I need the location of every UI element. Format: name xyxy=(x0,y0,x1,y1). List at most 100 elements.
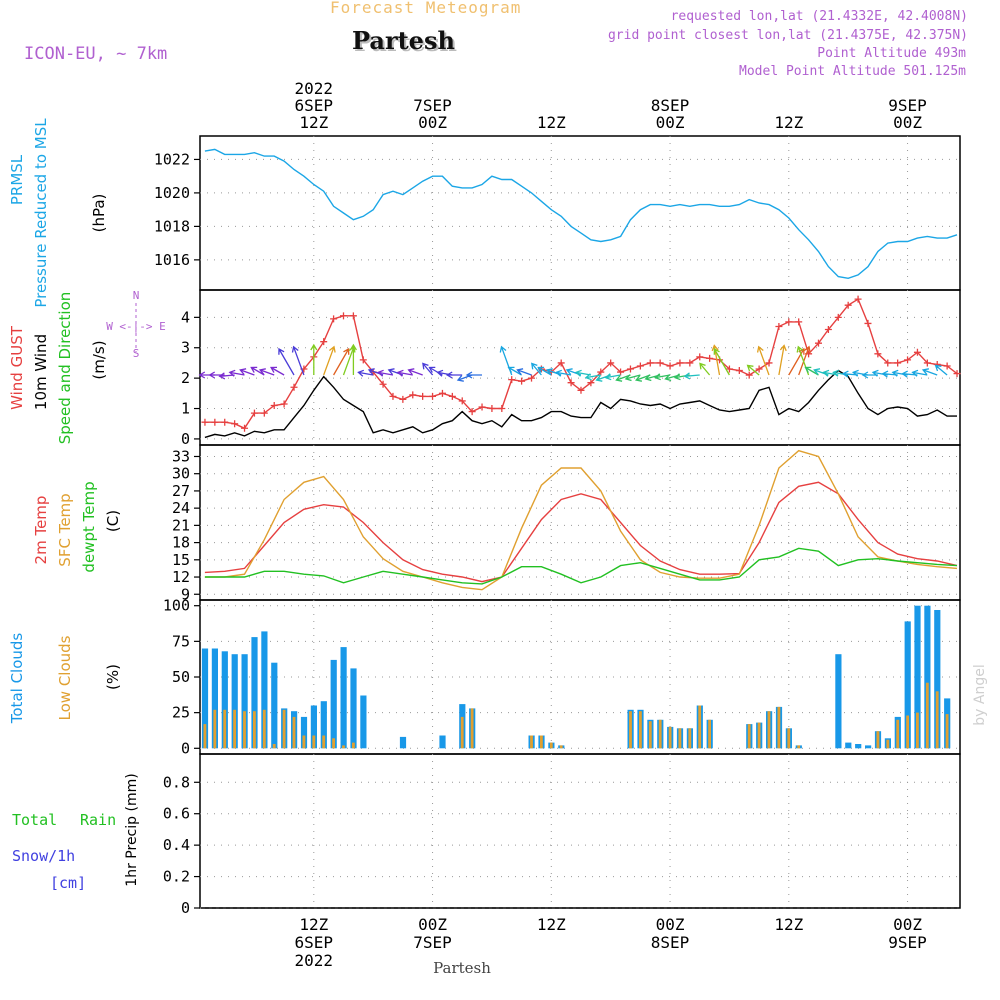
temperature-ytick-label: 21 xyxy=(172,516,190,534)
header-location: Partesh xyxy=(352,26,455,55)
pressure-ytick-label: 1016 xyxy=(154,251,190,269)
wind-direction-arrow xyxy=(333,347,350,376)
gust-point xyxy=(448,392,456,400)
gust-point xyxy=(577,386,585,394)
low-cloud-bar xyxy=(896,719,900,749)
bottom-time-label: 00Z xyxy=(893,915,922,934)
low-cloud-bar xyxy=(747,724,751,749)
gust-point xyxy=(894,359,902,367)
gust-point xyxy=(884,359,892,367)
total-cloud-bar xyxy=(340,647,347,749)
wind-direction-arrow xyxy=(278,347,295,376)
temperature-ytick-label: 15 xyxy=(172,551,190,569)
low-cloud-bar xyxy=(342,745,345,749)
compass-west-east: W <-|-> E xyxy=(106,320,166,333)
temperature-ytick-label: 30 xyxy=(172,465,190,483)
temp-label-2m: 2m Temp xyxy=(32,496,50,565)
precip-label-rain: Rain xyxy=(80,811,116,829)
gust-point xyxy=(765,359,773,367)
low-cloud-bar xyxy=(312,735,316,749)
total-cloud-bar xyxy=(399,736,407,749)
wind-direction-arrow xyxy=(228,369,245,377)
gust-point xyxy=(755,365,763,373)
temperature-ytick-label: 9 xyxy=(181,585,190,603)
pressure-line xyxy=(204,148,958,280)
gust-point xyxy=(953,370,961,378)
precip-frame xyxy=(199,753,961,909)
gust-point xyxy=(488,405,496,413)
gust-point xyxy=(795,318,803,326)
gust-point xyxy=(409,391,417,399)
wind-direction-arrow xyxy=(624,374,641,382)
gust-point xyxy=(349,312,357,320)
clouds-ytick-label: 0 xyxy=(181,739,190,757)
header-subtitle: Forecast Meteogram xyxy=(330,0,522,17)
precip-label-total: Total xyxy=(12,811,57,829)
temperature-series-0-line xyxy=(204,481,958,583)
total-cloud-bar xyxy=(241,654,248,749)
gust-point xyxy=(844,301,852,309)
precip-ytick-label: 0.6 xyxy=(163,805,190,823)
wind-label-gust: Wind GUST xyxy=(8,325,26,410)
gust-point xyxy=(686,359,694,367)
gust-point xyxy=(943,362,951,370)
gust-point xyxy=(270,401,278,409)
low-cloud-bar xyxy=(678,728,682,749)
temperature-ytick-label: 27 xyxy=(172,482,190,500)
precip-ytick-label: 0.4 xyxy=(163,836,190,854)
top-time-label: 6SEP xyxy=(295,96,334,115)
wind-direction-arrow xyxy=(396,369,413,377)
cloud-label-total: Total Clouds xyxy=(8,633,26,725)
precip-ytick-label: 0 xyxy=(181,899,190,917)
wind-direction-arrow xyxy=(530,362,542,376)
compass-south: S xyxy=(133,347,140,360)
gust-point xyxy=(775,322,783,330)
top-time-label: 12Z xyxy=(774,113,803,132)
precip-ytick-label: 0.8 xyxy=(163,773,190,791)
wind-direction-arrow xyxy=(746,364,760,376)
wind-direction-arrow xyxy=(555,369,572,377)
temp-label-sfc: SFC Temp xyxy=(56,493,74,566)
gust-point xyxy=(874,350,882,358)
low-cloud-bar xyxy=(282,709,286,749)
credit-watermark: by Angel xyxy=(972,664,988,725)
low-cloud-bar xyxy=(787,728,791,749)
total-cloud-bar xyxy=(914,605,921,749)
temperature-ytick-label: 24 xyxy=(172,499,190,517)
total-cloud-bar xyxy=(221,651,228,749)
wind-direction-arrow xyxy=(654,373,671,381)
low-cloud-bar xyxy=(629,711,632,749)
bottom-time-label: 9SEP xyxy=(888,933,927,952)
low-cloud-bar xyxy=(223,709,227,749)
gust-point xyxy=(518,377,526,385)
gust-point xyxy=(389,392,397,400)
low-cloud-bar xyxy=(767,711,771,749)
precip-label-snow: Snow/1h xyxy=(12,847,75,865)
top-time-label: 12Z xyxy=(537,113,566,132)
low-cloud-bar xyxy=(935,691,939,749)
total-cloud-bar xyxy=(360,695,367,749)
wind-direction-arrow xyxy=(445,371,463,379)
low-cloud-bar xyxy=(203,724,207,749)
gust-point xyxy=(221,418,229,426)
compass-north: N xyxy=(133,289,140,302)
precip-label-unit: 1hr Precip (mm) xyxy=(124,773,140,886)
gust-point xyxy=(636,362,644,370)
gust-point xyxy=(656,359,664,367)
low-cloud-bar xyxy=(530,735,533,749)
header-point-altitude: Point Altitude 493m xyxy=(817,46,966,61)
low-cloud-bar xyxy=(668,726,672,749)
pressure-ytick-label: 1022 xyxy=(154,150,190,168)
total-cloud-bar xyxy=(261,631,268,749)
gust-point xyxy=(597,368,605,376)
gust-point xyxy=(913,348,921,356)
gust-point xyxy=(379,380,387,388)
wind-direction-arrow xyxy=(239,368,255,376)
bottom-time-label: 00Z xyxy=(656,915,685,934)
gust-point xyxy=(567,379,575,387)
wind-ytick-label: 0 xyxy=(181,430,190,448)
bottom-time-label: 12Z xyxy=(299,915,328,934)
low-cloud-bar xyxy=(233,709,236,749)
gust-point xyxy=(438,389,446,397)
